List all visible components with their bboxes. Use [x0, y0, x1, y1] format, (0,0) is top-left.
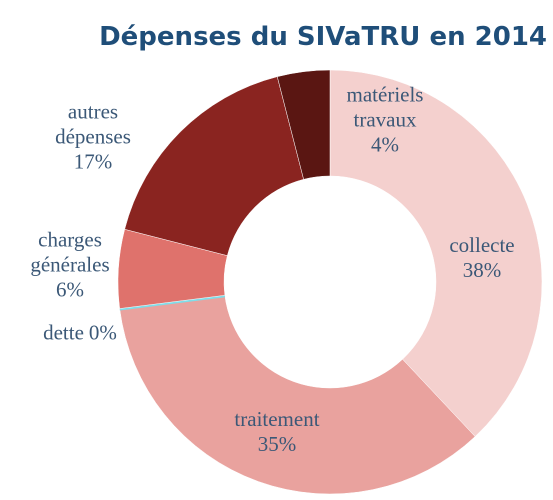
donut-segment	[124, 76, 304, 256]
data-label: traitement 35%	[207, 407, 347, 457]
data-label: charges générales 6%	[15, 228, 125, 303]
label-name: dette	[43, 320, 84, 345]
chart-title: Dépenses du SIVaTRU en 2014	[99, 22, 547, 52]
donut-segment	[329, 69, 543, 437]
data-label: dette 0%	[0, 321, 180, 346]
label-value: 17%	[73, 149, 113, 174]
label-name: charges générales	[30, 227, 110, 277]
donut-segment	[276, 69, 331, 180]
label-value: 38%	[462, 258, 502, 282]
label-name: matériels travaux	[346, 82, 424, 132]
donut-segment	[119, 295, 476, 495]
label-name: collecte	[449, 233, 515, 257]
label-value: 0%	[88, 320, 117, 345]
label-name: traitement	[234, 407, 320, 431]
label-value: 4%	[371, 132, 399, 157]
label-value: 35%	[257, 432, 297, 456]
data-label: autres dépenses 17%	[33, 100, 153, 175]
label-value: 6%	[56, 277, 84, 302]
data-label: matériels travaux 4%	[325, 83, 445, 158]
data-label: collecte 38%	[417, 233, 547, 283]
label-name: autres dépenses	[55, 99, 131, 149]
